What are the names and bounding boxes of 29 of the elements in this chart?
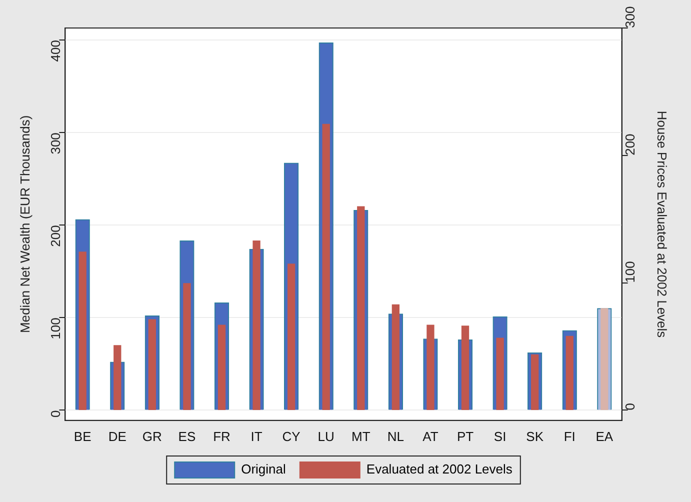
x-tick-label: IT [250, 428, 262, 444]
x-tick-label: FR [213, 428, 230, 444]
x-tick-label: PT [456, 428, 474, 444]
x-tick-label: LU [318, 428, 334, 444]
y-tick-label: 100 [48, 318, 63, 340]
y-tick-label: 200 [48, 225, 63, 247]
x-tick-label: EA [596, 428, 614, 444]
y2-axis-title: House Prices Evaluated at 2002 Levels [654, 110, 670, 338]
y2-tick-label: 300 [622, 6, 638, 28]
x-tick-label: NL [387, 428, 404, 444]
y-axis-title: Median Net Wealth (EUR Thousands) [17, 115, 32, 334]
y2-tick-label: 200 [622, 134, 638, 156]
y-tick-label: 300 [48, 132, 63, 154]
y-tick-label: 400 [48, 40, 63, 62]
x-tick-label: AT [422, 428, 438, 444]
legend-label: Evaluated at 2002 Levels [366, 462, 513, 477]
x-tick-label: BE [74, 428, 92, 444]
x-tick-label: SI [494, 428, 506, 444]
x-tick-label: CY [282, 428, 301, 444]
x-tick-label: GR [142, 428, 162, 444]
x-tick-label: ES [178, 428, 196, 444]
y-tick-label: 0 [48, 410, 63, 418]
x-tick-label: MT [352, 428, 370, 444]
x-tick-label: SK [526, 428, 544, 444]
x-tick-label: FI [564, 428, 576, 444]
y2-tick-label: 0 [622, 402, 638, 410]
legend-label: Original [241, 462, 286, 477]
y2-tick-label: 100 [622, 261, 638, 283]
x-tick-label: DE [108, 428, 127, 444]
